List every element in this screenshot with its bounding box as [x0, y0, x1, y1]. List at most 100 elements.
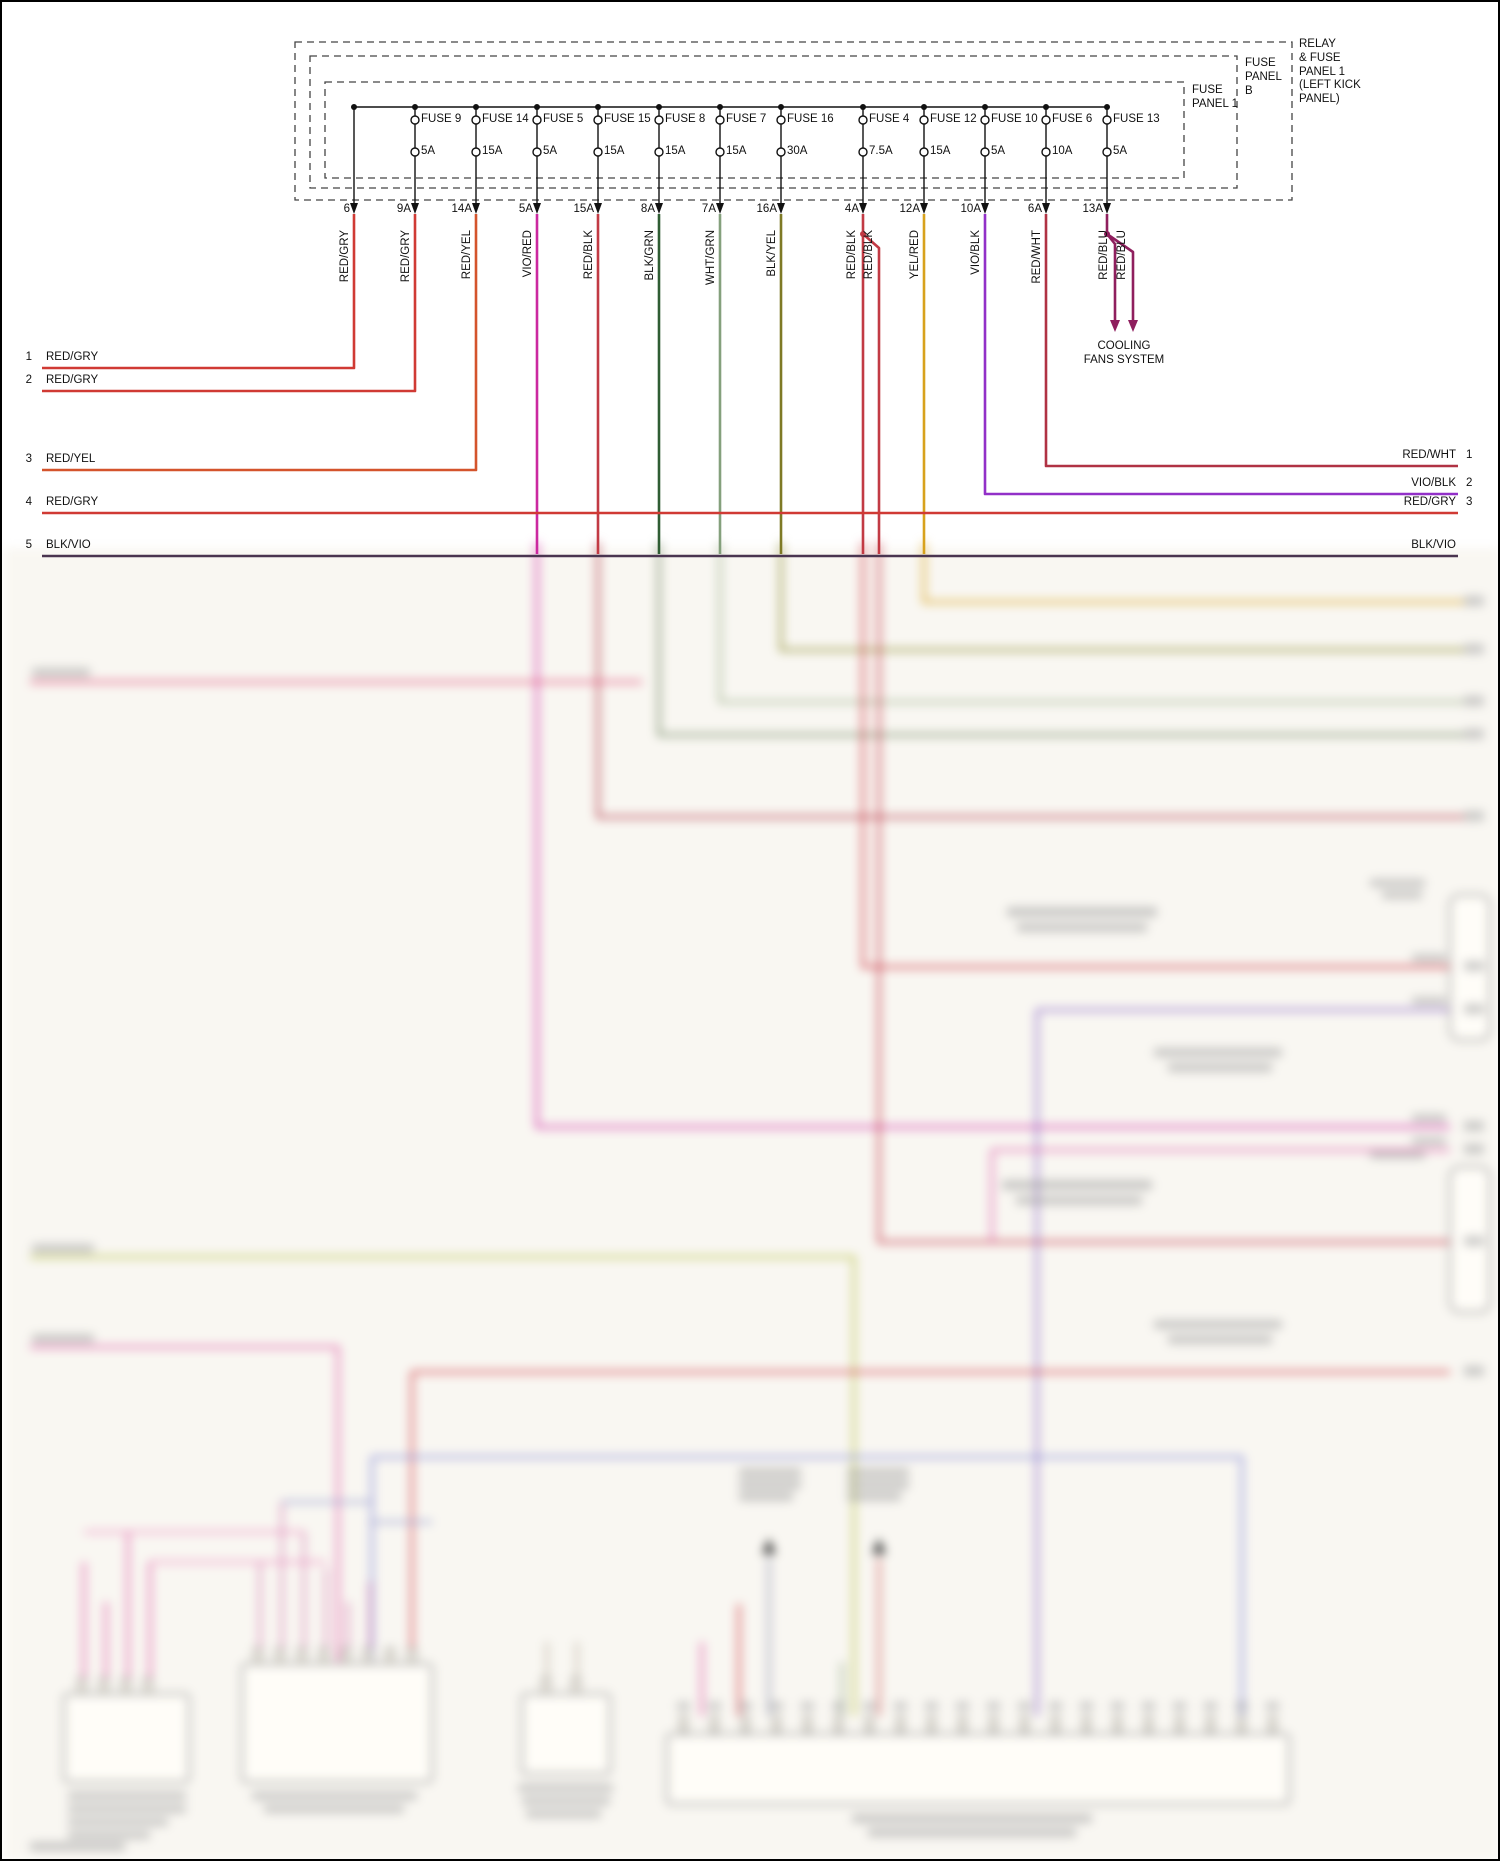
fuse-panel-boxes	[294, 41, 1293, 201]
pin-label: 10A	[960, 203, 981, 215]
wire-color-label: VIO/RED	[522, 230, 534, 278]
fuse-terminal	[776, 147, 786, 157]
connector-arrow	[859, 203, 867, 214]
fuse-terminal	[410, 115, 420, 125]
pin-label: 5A	[518, 203, 533, 215]
fuse-terminal	[593, 147, 603, 157]
fuse-terminal	[858, 147, 868, 157]
fuse-terminal	[1102, 115, 1112, 125]
fuse-terminal	[776, 115, 786, 125]
fuse-amps: 15A	[482, 145, 503, 157]
left-wire-number: 4	[25, 496, 32, 508]
pin-label: 8A	[640, 203, 655, 215]
wire-color-label: BLK/YEL	[766, 230, 778, 277]
fuse-name: FUSE 16	[787, 113, 834, 125]
fuse-terminal	[980, 115, 990, 125]
fuse-terminal	[532, 147, 542, 157]
fuse-name: FUSE 15	[604, 113, 651, 125]
right-wire-number: 3	[1466, 496, 1473, 508]
fuse-amps: 15A	[930, 145, 951, 157]
fuse-name: FUSE 7	[726, 113, 767, 125]
fuse-terminal	[471, 115, 481, 125]
right-wire-number: 2	[1466, 477, 1473, 489]
connector-arrow	[716, 203, 724, 214]
wire-red-gry-1	[42, 214, 356, 370]
connector-arrow	[594, 203, 602, 214]
fuse-panel-1-box	[324, 81, 1185, 179]
cooling-fans-label: COOLING FANS SYSTEM	[1083, 340, 1165, 366]
wire-color-label: RED/BLU	[1098, 230, 1110, 280]
relay-fuse-panel-label: RELAY & FUSE PANEL 1 (LEFT KICK PANEL)	[1299, 38, 1361, 106]
wire-red-yel-3	[42, 214, 478, 472]
connector-arrow	[1042, 203, 1050, 214]
fuse-name: FUSE 12	[930, 113, 977, 125]
fuse-panel-1-label: FUSE PANEL 1	[1192, 84, 1239, 110]
cooling-fans-arrow	[1128, 320, 1138, 332]
fuse-name: FUSE 13	[1113, 113, 1160, 125]
fuse-terminal	[715, 115, 725, 125]
pin-label: 14A	[451, 203, 472, 215]
right-wire-label: BLK/VIO	[1411, 539, 1456, 551]
wire-color-label: RED/GRY	[400, 230, 412, 283]
fuse-amps: 5A	[991, 145, 1006, 157]
fuse-terminal	[654, 115, 664, 125]
pin-label: 6	[343, 203, 350, 215]
pin-label: 4A	[844, 203, 859, 215]
wire-color-label: WHT/GRN	[705, 230, 717, 285]
left-wire-label: RED/GRY	[46, 496, 99, 508]
fuse-name: FUSE 5	[543, 113, 584, 125]
connector-arrow	[411, 203, 419, 214]
fuse-symbols	[350, 104, 1112, 214]
fuse-terminal	[858, 115, 868, 125]
wire-junction-dot	[1104, 231, 1110, 237]
fuse-name: FUSE 10	[991, 113, 1038, 125]
fuse-amps: 7.5A	[869, 145, 893, 157]
colored-wires	[42, 214, 1458, 558]
fuse-amps: 30A	[787, 145, 808, 157]
wire-vio-blk	[983, 214, 1458, 496]
wire-color-label: RED/YEL	[461, 230, 473, 280]
left-wire-number: 5	[25, 539, 32, 551]
connector-arrow	[350, 203, 358, 214]
wire-red-blk-4a-2	[862, 233, 881, 554]
wire-color-label: RED/GRY	[339, 230, 351, 283]
wire-color-label: RED/BLU	[1116, 230, 1128, 280]
fuse-terminal	[980, 147, 990, 157]
fuse-terminal	[654, 147, 664, 157]
left-wire-label: RED/GRY	[46, 351, 99, 363]
fuse-amps: 5A	[543, 145, 558, 157]
left-wire-label: RED/YEL	[46, 453, 96, 465]
fuse-terminal	[1102, 147, 1112, 157]
wire-red-wht	[1044, 214, 1458, 468]
fuse-terminal	[532, 115, 542, 125]
pin-label: 7A	[701, 203, 716, 215]
pin-label: 6A	[1027, 203, 1042, 215]
connector-arrow	[655, 203, 663, 214]
fuse-amps: 15A	[726, 145, 747, 157]
fuse-terminal	[1041, 115, 1051, 125]
fuse-panel-b-box	[309, 55, 1238, 189]
fuse-name: FUSE 4	[869, 113, 910, 125]
cooling-fans-arrow	[1110, 320, 1120, 332]
connector-arrow	[920, 203, 928, 214]
relay-fuse-panel-box	[294, 41, 1293, 201]
fuse-amps: 10A	[1052, 145, 1073, 157]
fuse-terminal	[593, 115, 603, 125]
left-wire-number: 3	[25, 453, 32, 465]
right-wire-label: VIO/BLK	[1411, 477, 1456, 489]
connector-arrow	[981, 203, 989, 214]
connector-arrow	[1103, 203, 1111, 214]
left-wire-label: BLK/VIO	[46, 539, 91, 551]
right-wire-label: RED/WHT	[1402, 449, 1456, 461]
fuse-amps: 15A	[604, 145, 625, 157]
wire-color-label: RED/WHT	[1031, 230, 1043, 284]
wire-color-label: YEL/RED	[909, 230, 921, 280]
pin-label: 9A	[396, 203, 411, 215]
left-wire-number: 2	[25, 374, 32, 386]
fuse-terminal	[919, 147, 929, 157]
connector-arrow	[533, 203, 541, 214]
fuse-name: FUSE 14	[482, 113, 529, 125]
right-wire-number: 1	[1466, 449, 1473, 461]
